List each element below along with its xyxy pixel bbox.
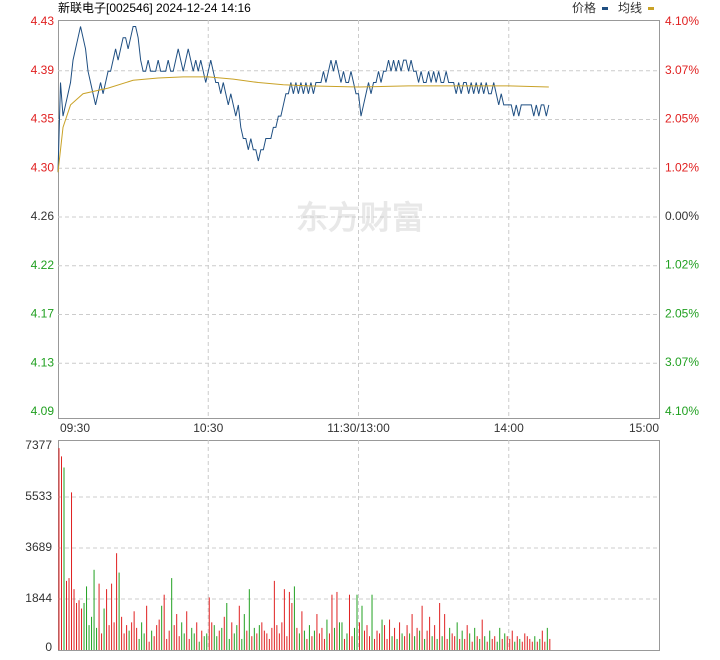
y2-tick-label: 3.07% bbox=[665, 355, 699, 369]
y-tick-label: 4.13 bbox=[31, 355, 55, 369]
legend-swatch bbox=[648, 7, 654, 10]
x-tick-label: 09:30 bbox=[60, 421, 90, 435]
y-tick-label: 4.35 bbox=[31, 112, 55, 126]
y2-tick-label: 4.10% bbox=[665, 14, 699, 28]
y2-tick-label: 3.07% bbox=[665, 63, 699, 77]
x-tick-label: 11:30/13:00 bbox=[327, 421, 390, 435]
y2-tick-label: 2.05% bbox=[665, 307, 699, 321]
legend-label: 均线 bbox=[618, 1, 642, 15]
y-tick-label: 4.30 bbox=[31, 160, 55, 174]
price-line bbox=[57, 25, 550, 173]
chart-title: 新联电子[002546] 2024-12-24 14:16 bbox=[58, 0, 251, 15]
x-tick-label: 14:00 bbox=[494, 421, 524, 435]
y-tick-label: 4.39 bbox=[31, 63, 55, 77]
y-tick-label: 4.22 bbox=[31, 258, 55, 272]
volume-tick-label: 0 bbox=[45, 640, 52, 654]
y-tick-label: 4.17 bbox=[31, 307, 55, 321]
legend-label: 价格 bbox=[572, 0, 596, 15]
y2-tick-label: 1.02% bbox=[665, 161, 699, 175]
volume-tick-label: 7377 bbox=[25, 438, 52, 452]
y2-tick-label: 1.02% bbox=[665, 258, 699, 272]
y2-tick-label: 0.00% bbox=[665, 209, 699, 223]
price-line bbox=[57, 76, 549, 173]
x-tick-label: 15:00 bbox=[629, 421, 659, 435]
y-tick-label: 4.09 bbox=[31, 404, 55, 418]
legend-swatch bbox=[602, 7, 608, 10]
y2-tick-label: 4.10% bbox=[665, 404, 699, 418]
x-tick-label: 10:30 bbox=[193, 421, 223, 435]
y2-tick-label: 2.05% bbox=[665, 112, 699, 126]
volume-tick-label: 3689 bbox=[25, 540, 52, 554]
volume-tick-label: 5533 bbox=[25, 489, 52, 503]
y-tick-label: 4.43 bbox=[31, 14, 55, 28]
volume-tick-label: 1844 bbox=[25, 591, 52, 605]
y-tick-label: 4.26 bbox=[31, 209, 55, 223]
